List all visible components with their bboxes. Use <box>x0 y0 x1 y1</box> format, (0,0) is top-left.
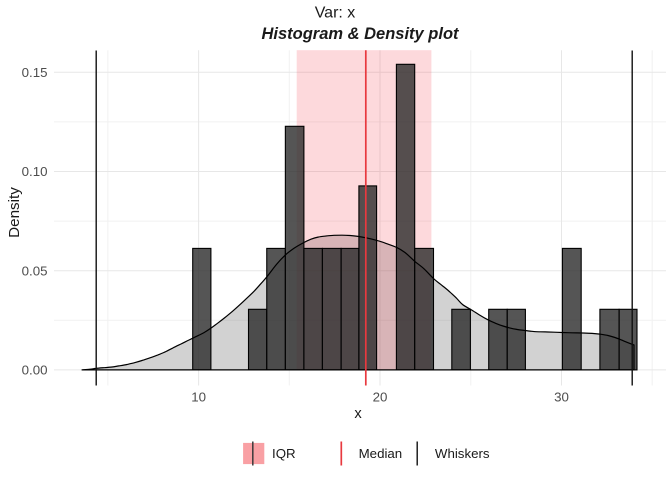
svg-text:0.15: 0.15 <box>22 65 48 80</box>
svg-text:Density: Density <box>6 187 23 238</box>
svg-text:Var: x: Var: x <box>315 4 356 21</box>
svg-text:Whiskers: Whiskers <box>435 446 490 461</box>
svg-text:0.05: 0.05 <box>22 263 48 278</box>
svg-text:x: x <box>354 406 362 422</box>
svg-text:30: 30 <box>554 390 569 405</box>
svg-text:IQR: IQR <box>272 446 296 461</box>
svg-text:0.00: 0.00 <box>22 363 48 378</box>
svg-text:Histogram & Density plot: Histogram & Density plot <box>261 25 460 43</box>
svg-text:10: 10 <box>191 390 206 405</box>
svg-text:Median: Median <box>359 446 403 461</box>
svg-text:0.10: 0.10 <box>22 164 48 179</box>
svg-text:20: 20 <box>373 390 388 405</box>
